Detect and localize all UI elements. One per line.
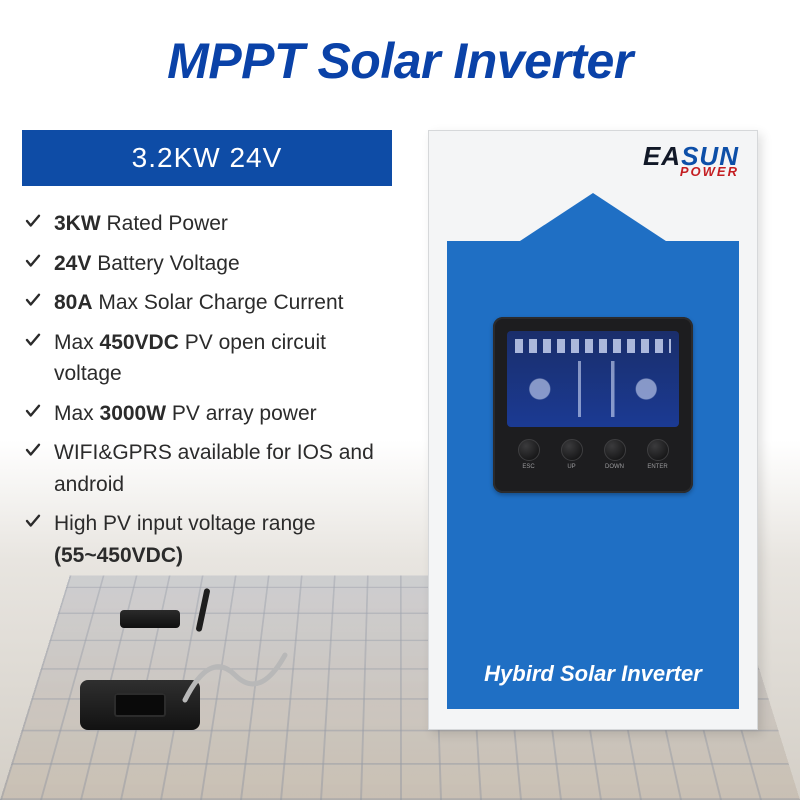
- wifi-dongle: [120, 610, 180, 628]
- brand-logo: EASUN POWER: [643, 145, 739, 178]
- spec-text: WIFI&GPRS available for IOS and android: [54, 437, 394, 500]
- lcd-button: [604, 439, 626, 461]
- spec-text: Max 3000W PV array power: [54, 398, 317, 430]
- check-icon: [24, 212, 46, 234]
- lcd-button-label: ESC: [518, 464, 540, 470]
- lcd-button-row: [507, 439, 679, 461]
- check-icon: [24, 402, 46, 424]
- check-icon: [24, 512, 46, 534]
- spec-text: Max 450VDC PV open circuit voltage: [54, 327, 394, 390]
- spec-item: Max 3000W PV array power: [24, 398, 394, 430]
- spec-text: High PV input voltage range (55~450VDC): [54, 508, 394, 571]
- lcd-button-label: DOWN: [604, 464, 626, 470]
- spec-item: WIFI&GPRS available for IOS and android: [24, 437, 394, 500]
- spec-text: 80A Max Solar Charge Current: [54, 287, 343, 319]
- check-icon: [24, 441, 46, 463]
- device-product-label: Hybird Solar Inverter: [429, 661, 757, 687]
- spec-item: 3KW Rated Power: [24, 208, 394, 240]
- lcd-button-label: ENTER: [647, 464, 669, 470]
- check-icon: [24, 331, 46, 353]
- spec-banner: 3.2KW 24V: [22, 130, 392, 186]
- lcd-label-row: ESC UP DOWN ENTER: [507, 464, 679, 470]
- spec-item: Max 450VDC PV open circuit voltage: [24, 327, 394, 390]
- spec-item: 80A Max Solar Charge Current: [24, 287, 394, 319]
- lcd-button-label: UP: [561, 464, 583, 470]
- lcd-panel: ESC UP DOWN ENTER: [493, 317, 693, 493]
- lcd-button: [561, 439, 583, 461]
- spec-item: High PV input voltage range (55~450VDC): [24, 508, 394, 571]
- lcd-button: [647, 439, 669, 461]
- spec-text: 3KW Rated Power: [54, 208, 228, 240]
- cable-icon: [180, 640, 290, 710]
- spec-list: 3KW Rated Power 24V Battery Voltage 80A Ma…: [24, 208, 394, 571]
- check-icon: [24, 252, 46, 274]
- lcd-screen: [507, 331, 679, 427]
- accessory-group: [60, 600, 300, 740]
- lcd-button: [518, 439, 540, 461]
- product-device: EASUN POWER ESC UP DOWN ENTER Hybird Solar …: [428, 130, 758, 730]
- logo-ea: EA: [643, 141, 681, 171]
- spec-item: 24V Battery Voltage: [24, 248, 394, 280]
- spec-text: 24V Battery Voltage: [54, 248, 240, 280]
- page-title: MPPT Solar Inverter: [0, 0, 800, 90]
- check-icon: [24, 291, 46, 313]
